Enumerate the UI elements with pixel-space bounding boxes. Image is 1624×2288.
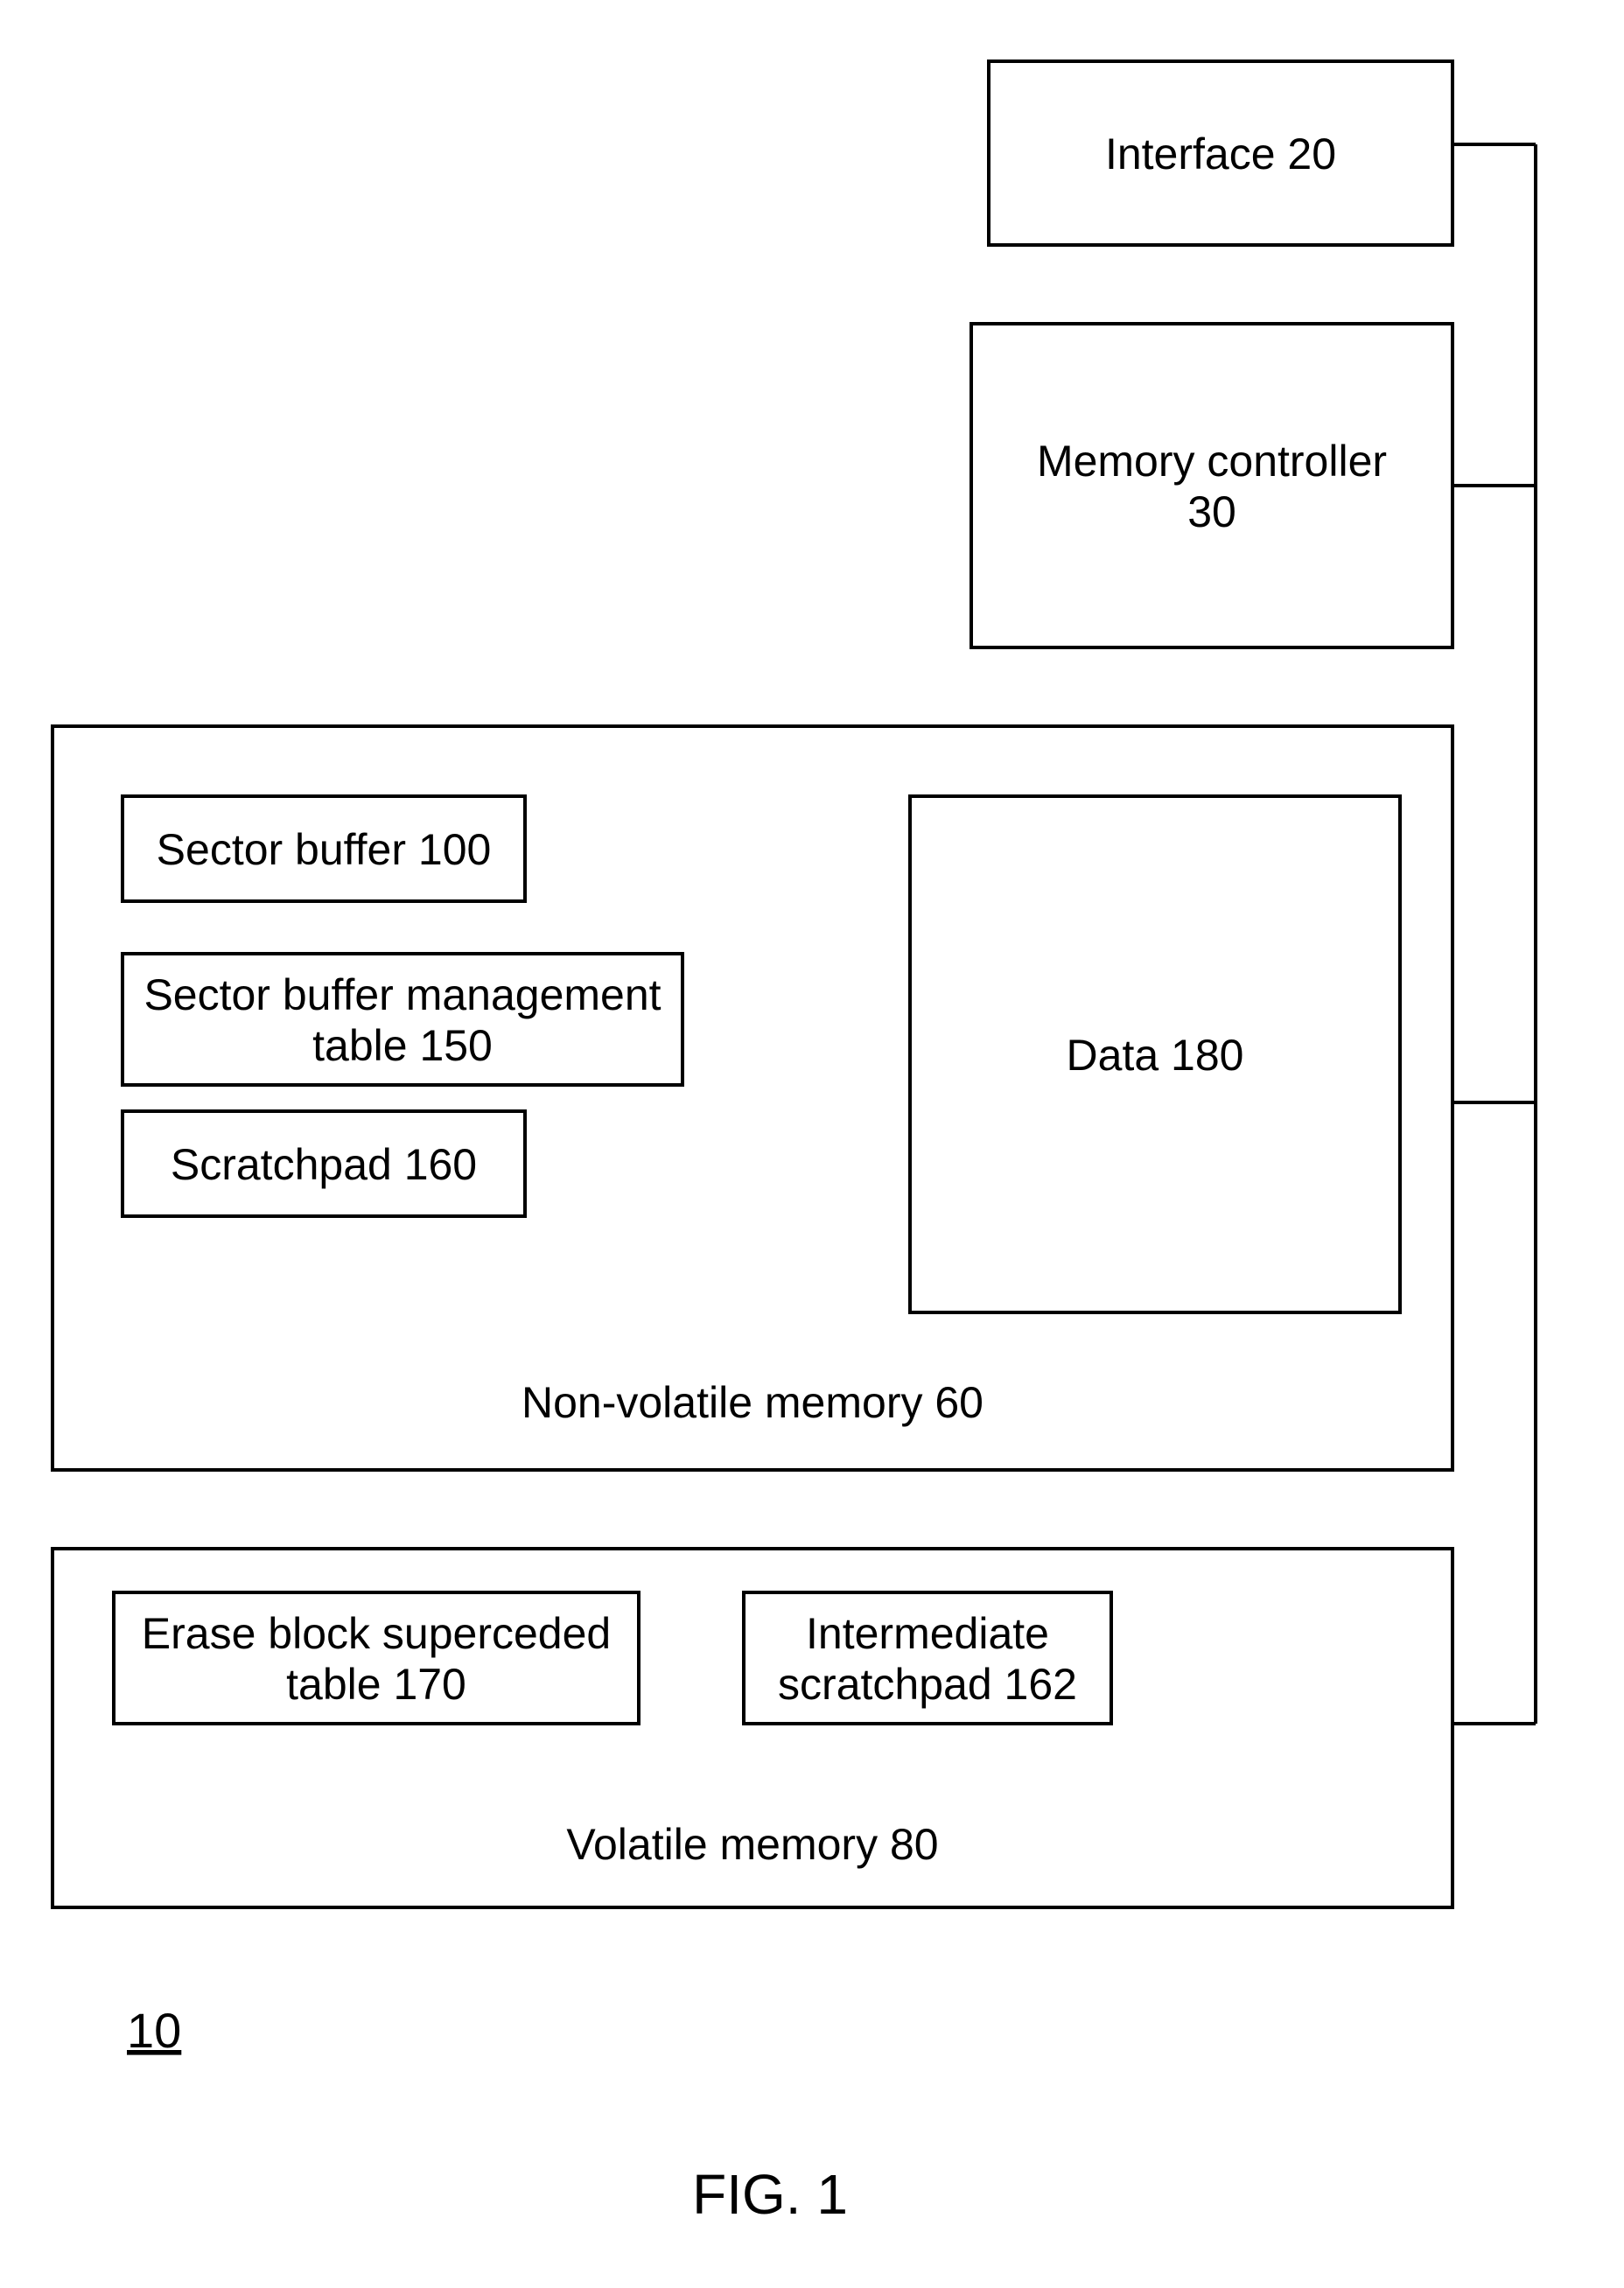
interface-label-line0: Interface 20: [1105, 129, 1336, 178]
intermediate-scratch-label-line1: scratchpad 162: [778, 1660, 1077, 1709]
erase-block-table-label-line0: Erase block superceded: [142, 1609, 611, 1658]
sector-buffer-label-line0: Sector buffer 100: [157, 825, 492, 874]
nonvolatile-memory-label: Non-volatile memory 60: [522, 1378, 984, 1427]
memory-controller-label-line1: 30: [1187, 487, 1236, 536]
device-reference-number: 10: [127, 2003, 181, 2058]
diagram-canvas: Non-volatile memory 60 Volatile memory 80…: [0, 0, 1624, 2288]
intermediate-scratch-label-line0: Intermediate: [806, 1609, 1049, 1658]
memory-controller-label-line0: Memory controller: [1037, 437, 1387, 486]
figure-caption: FIG. 1: [692, 2163, 848, 2226]
volatile-memory-label: Volatile memory 80: [566, 1820, 938, 1869]
erase-block-table-label-line1: table 170: [286, 1660, 466, 1709]
data-label-line0: Data 180: [1067, 1031, 1244, 1080]
scratchpad-label-line0: Scratchpad 160: [171, 1140, 477, 1189]
sector-buffer-mgmt-label-line0: Sector buffer management: [144, 970, 661, 1019]
memory-controller-box: [971, 324, 1452, 647]
sector-buffer-mgmt-label-line1: table 150: [312, 1021, 493, 1070]
